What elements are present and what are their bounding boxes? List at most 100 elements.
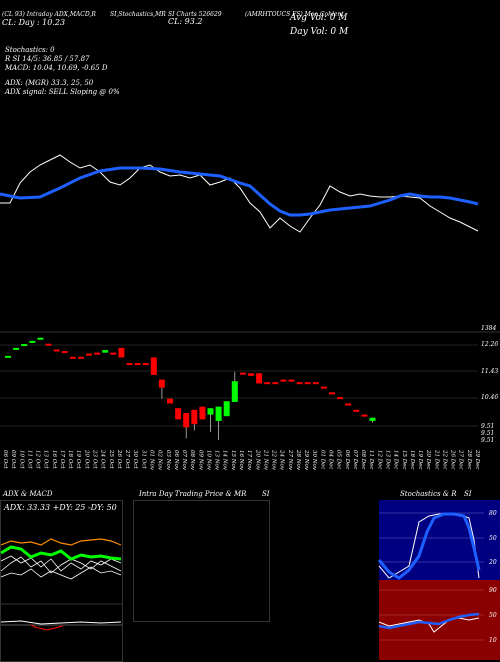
- candle-body: [13, 347, 20, 350]
- date-tick-label: 27 Nov: [287, 449, 293, 471]
- candle-body: [320, 386, 327, 389]
- date-tick-label: 27 Oct: [124, 449, 130, 469]
- date-tick-label: 30 Oct: [132, 450, 138, 469]
- candle-body: [61, 351, 68, 354]
- date-tick-label: 02 Nov: [157, 450, 163, 471]
- candle-body: [329, 392, 335, 395]
- candle-body: [86, 353, 92, 356]
- candle-body: [215, 406, 222, 421]
- header-title-left: (CL 93) Intraday ADX,MACD,R: [2, 11, 96, 18]
- date-tick-label: 26 Dec: [450, 449, 456, 470]
- date-tick-label: 26 Oct: [116, 449, 122, 469]
- date-tick-label: 24 Oct: [100, 449, 106, 469]
- candle-body: [272, 382, 279, 385]
- date-tick-label: 08 Dec: [360, 450, 366, 470]
- date-tick-label: 07 Dec: [352, 450, 358, 470]
- date-tick-label: 28 Nov: [295, 449, 301, 471]
- stoch-level-50: 50: [489, 535, 497, 542]
- intraday-panel: [133, 500, 270, 622]
- date-tick-label: 15 Dec: [401, 450, 407, 470]
- date-tick-label: 20 Oct: [83, 449, 89, 469]
- candle-body: [353, 409, 360, 412]
- avg-volume-label: Avg Vol: 0 M: [290, 13, 348, 23]
- date-tick-label: 17 Oct: [59, 450, 65, 469]
- rsi-level-10: 10: [489, 637, 497, 644]
- price-level-5: 9.51: [481, 423, 495, 430]
- header-title-mid2: SI Charts 526629: [168, 11, 222, 18]
- candle-body: [223, 401, 230, 417]
- intraday-panel-si: SI: [262, 490, 270, 498]
- candle-body: [337, 397, 344, 400]
- candle-body: [191, 409, 198, 425]
- candle-body: [134, 363, 141, 366]
- date-tick-label: 11 Oct: [26, 450, 32, 469]
- date-tick-label: 03 Nov: [165, 450, 171, 471]
- candle-body: [158, 379, 165, 388]
- candlestick-chart: [0, 331, 500, 440]
- date-tick-label: 09 Nov: [197, 450, 203, 471]
- rsi-panel: 90 50 10: [378, 580, 500, 660]
- candle-body: [142, 363, 149, 366]
- adx-lines: [0, 538, 122, 631]
- price-level-2: 12.26: [481, 341, 499, 348]
- date-tick-label: 22 Dec: [441, 449, 447, 470]
- date-tick-label: 07 Nov: [181, 450, 187, 471]
- price-level-1: 1384: [481, 325, 497, 332]
- price-level-6: 9.51: [481, 430, 495, 437]
- candle-body: [312, 382, 319, 385]
- price-level-4: 10.46: [481, 394, 499, 401]
- date-tick-label: 23 Oct: [92, 449, 98, 469]
- rsi-level-50: 50: [489, 612, 497, 619]
- candle-body: [183, 413, 190, 428]
- candle-body: [5, 355, 11, 358]
- candle-body: [288, 379, 295, 382]
- stoch-panel-title: Stochastics & R: [400, 490, 457, 498]
- date-tick-label: 20 Dec: [425, 449, 431, 470]
- candle-body: [369, 417, 376, 421]
- candle-body: [296, 382, 303, 385]
- date-tick-label: 11 Dec: [368, 450, 374, 470]
- stoch-panel-si: SI: [464, 490, 472, 498]
- candle-body: [150, 357, 157, 375]
- candle-body: [45, 343, 52, 346]
- candle-body: [167, 398, 173, 404]
- candle-body: [199, 406, 206, 420]
- candle-body: [77, 356, 84, 359]
- date-tick-label: 25 Oct: [108, 449, 114, 469]
- candle-body: [280, 379, 287, 382]
- rsi-level-90: 90: [489, 587, 497, 594]
- adx-signal: ADX signal: SELL Sloping @ 0%: [5, 88, 120, 96]
- candle-body: [29, 340, 36, 343]
- candle-body: [21, 344, 28, 347]
- date-tick-label: 24 Nov: [279, 449, 285, 471]
- candle-body: [239, 372, 246, 375]
- date-tick-label: 01 Dec: [319, 450, 325, 470]
- candle-body: [69, 356, 76, 359]
- candle-body: [118, 347, 125, 358]
- stochastics-lines: [377, 512, 484, 580]
- adx-readout: ADX: (MGR) 33.3, 25, 50: [5, 79, 94, 87]
- date-tick-label: 15 Nov: [230, 450, 236, 471]
- date-tick-label: 14 Nov: [222, 450, 228, 471]
- date-axis: 06 Oct 09 Oct 10 Oct 11 Oct 12 Oct 13 Oct 16 O…: [2, 449, 480, 471]
- price-level-7: 9.51: [481, 437, 495, 444]
- candle-body: [361, 414, 368, 417]
- candles-group: [5, 337, 376, 440]
- date-tick-label: 16 Oct: [51, 450, 57, 469]
- date-tick-label: 10 Nov: [205, 450, 211, 471]
- date-tick-label: 19 Dec: [417, 450, 423, 470]
- date-tick-label: 13 Nov: [214, 450, 220, 471]
- date-tick-label: 29 Dec: [474, 449, 480, 470]
- candle-body: [94, 352, 101, 355]
- date-tick-label: 14 Dec: [393, 450, 399, 470]
- intraday-panel-title: Intra Day Trading Price & MR: [139, 490, 247, 498]
- candle-body: [345, 403, 352, 406]
- header-title-right: (AMRHTOUCS FS) Moo Cohlent: [245, 11, 344, 18]
- date-tick-label: 27 Dec: [458, 449, 464, 470]
- candle-body: [304, 382, 311, 385]
- close-label: CL: 93.2: [168, 17, 203, 26]
- date-tick-label: 29 Nov: [303, 449, 309, 471]
- moving-average-line: [0, 166, 479, 217]
- date-tick-label: 01 Nov: [148, 450, 154, 471]
- stoch-level-20: 20: [489, 559, 497, 566]
